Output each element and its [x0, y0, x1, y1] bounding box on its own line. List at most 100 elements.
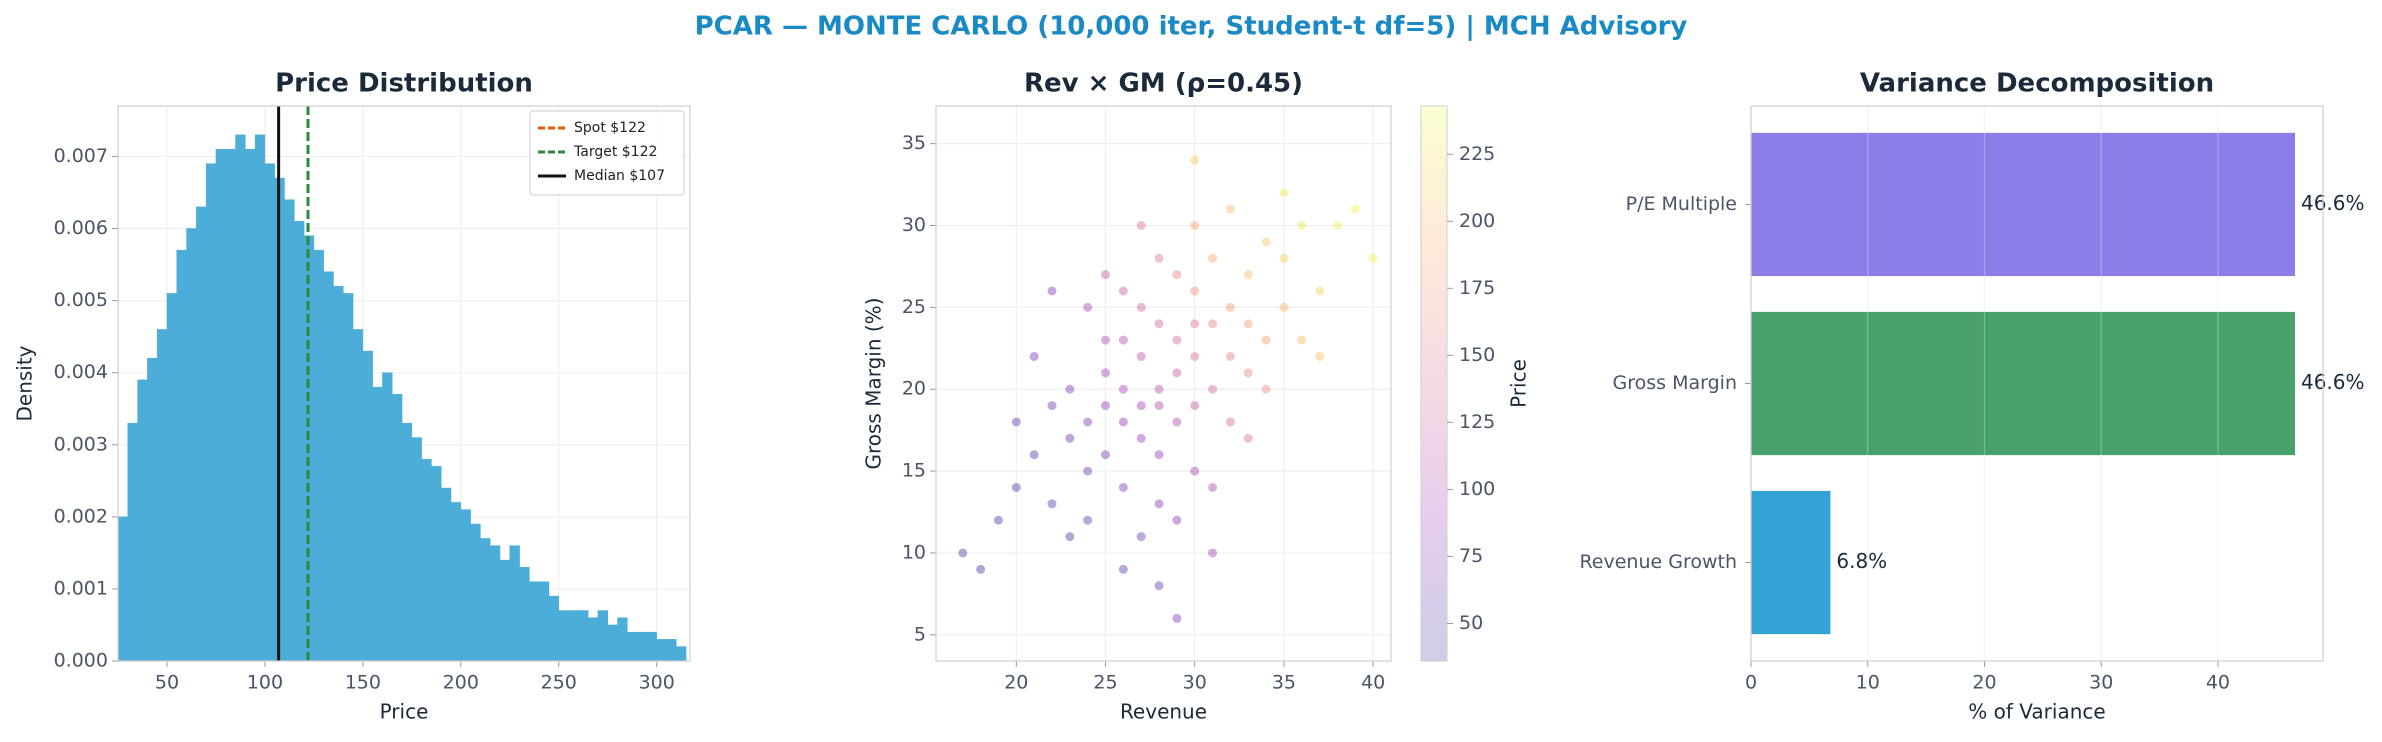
scatter-point — [1261, 335, 1271, 345]
scatter-point — [1190, 319, 1200, 329]
scatter-point — [1297, 221, 1307, 231]
histogram-bar — [676, 646, 687, 662]
histogram-bar — [196, 206, 207, 662]
scatter-point — [1118, 286, 1128, 296]
histogram-bar — [362, 350, 373, 662]
colorbar-tick-label: 150 — [1459, 344, 1495, 366]
histogram-bar — [636, 631, 648, 662]
colorbar-fill — [1421, 106, 1447, 661]
histogram-bar — [284, 199, 295, 662]
histogram-bar — [401, 422, 413, 662]
scatter-point — [1172, 515, 1182, 525]
y-tick-label: 25 — [902, 296, 926, 318]
scatter-point — [1136, 221, 1146, 231]
histogram-bar — [568, 610, 579, 662]
histogram-bar — [480, 538, 491, 662]
subplot-title: Variance Decomposition — [1860, 69, 2214, 99]
scatter-point — [1243, 270, 1253, 280]
scatter-point — [1243, 368, 1253, 378]
y-tick-label: 15 — [902, 460, 926, 482]
scatter-point — [1136, 401, 1146, 411]
scatter-point — [1279, 188, 1289, 198]
histogram-bar — [343, 293, 354, 662]
scatter-point — [1154, 499, 1164, 509]
histogram-bar — [558, 610, 569, 662]
scatter-point — [1172, 368, 1182, 378]
scatter-point — [1118, 417, 1128, 427]
histogram-bar — [235, 134, 246, 662]
histogram-bar — [156, 329, 168, 662]
x-tick-label: 250 — [541, 672, 577, 694]
x-axis-label: % of Variance — [1968, 700, 2105, 724]
scatter-point — [1154, 401, 1164, 411]
scatter-point — [1190, 155, 1200, 165]
scatter-point — [1065, 532, 1075, 542]
legend-box — [529, 110, 685, 196]
scatter-point — [993, 515, 1003, 525]
x-tick-label: 30 — [1183, 672, 1207, 694]
scatter-point — [1172, 613, 1182, 623]
category-label: P/E Multiple — [1626, 193, 1737, 215]
scatter-point — [1208, 319, 1218, 329]
scatter-point — [1101, 270, 1111, 280]
histogram-bar — [176, 249, 187, 662]
histogram-bar — [656, 639, 667, 662]
bar — [1751, 490, 1831, 635]
histogram-bar — [215, 148, 226, 662]
x-axis-label: Price — [380, 700, 429, 724]
category-label: Gross Margin — [1613, 372, 1737, 394]
scatter-point — [1011, 482, 1021, 492]
y-tick-label: 5 — [914, 623, 926, 645]
scatter-point — [1279, 302, 1289, 312]
colorbar-tick-label: 200 — [1459, 210, 1495, 232]
scatter-point — [1172, 417, 1182, 427]
histogram-bar — [411, 437, 422, 662]
axes-frame — [117, 105, 691, 662]
scatter-point — [1047, 286, 1057, 296]
value-label: 46.6% — [2301, 370, 2365, 394]
histogram-bar — [666, 639, 677, 662]
scatter-point — [1225, 417, 1235, 427]
colorbar-label: Price — [1507, 359, 1531, 408]
scatter-point — [1261, 384, 1271, 394]
histogram-bar — [225, 148, 236, 662]
histogram-bar — [313, 249, 324, 662]
histogram-bar — [421, 458, 432, 662]
histogram-bar — [333, 285, 344, 662]
histogram-bar — [372, 386, 383, 662]
subplot-title: Price Distribution — [275, 69, 533, 99]
histogram-bar — [529, 581, 540, 662]
x-tick-label: 40 — [1361, 672, 1385, 694]
colorbar-tick-label: 100 — [1459, 478, 1495, 500]
x-tick-label: 0 — [1745, 672, 1757, 694]
x-tick-label: 200 — [443, 672, 479, 694]
scatter-point — [1172, 270, 1182, 280]
scatter-point — [1332, 221, 1342, 231]
histogram-bar — [127, 422, 138, 662]
scatter-point — [1101, 335, 1111, 345]
y-tick-label: 0.000 — [54, 650, 108, 672]
histogram-bar — [147, 358, 158, 662]
histogram-bar — [627, 631, 638, 662]
x-tick-label: 100 — [247, 672, 283, 694]
scatter-point — [1350, 204, 1360, 214]
scatter-point — [1047, 499, 1057, 509]
colorbar-frame — [1420, 105, 1448, 662]
histogram-bar — [607, 624, 618, 662]
legend-label: Median $107 — [574, 168, 665, 184]
axes-frame — [935, 105, 1392, 662]
scatter-point — [1011, 417, 1021, 427]
scatter-point — [1208, 482, 1218, 492]
scatter-point — [1315, 286, 1325, 296]
scatter-point — [1136, 433, 1146, 443]
histogram-bar — [186, 228, 197, 662]
y-tick-label: 0.004 — [54, 361, 108, 383]
scatter-point — [1208, 384, 1218, 394]
scatter-point — [1225, 302, 1235, 312]
scatter-point — [1065, 433, 1075, 443]
scatter-point — [1029, 450, 1039, 460]
y-tick-label: 0.003 — [54, 433, 108, 455]
scatter-point — [1225, 351, 1235, 361]
x-axis-label: Revenue — [1120, 700, 1207, 724]
